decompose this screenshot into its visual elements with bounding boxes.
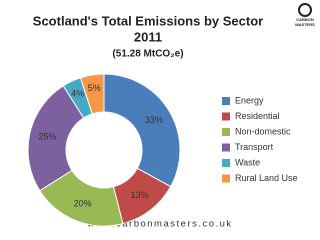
data-label: 33% [145, 115, 163, 125]
chart-title: Scotland's Total Emissions by Sector [33, 13, 263, 28]
data-label: 4% [71, 88, 84, 98]
legend-swatch [222, 112, 230, 121]
logo-text: MASTERS [295, 22, 315, 27]
legend-label: Residential [235, 111, 280, 121]
legend-label: Transport [235, 142, 274, 152]
chart-subtitle: (51.28 MtCO₂e) [112, 49, 183, 60]
legend-swatch [222, 174, 230, 183]
donut-segment [79, 73, 105, 115]
legend-swatch [222, 97, 230, 105]
legend-swatch [222, 128, 230, 136]
legend-label: Waste [235, 157, 260, 167]
footer: www.carbonmasters.co.uk [86, 219, 232, 230]
legend-swatch [222, 159, 230, 167]
data-label: 25% [38, 132, 56, 142]
data-label: 13% [131, 190, 149, 200]
data-label: 20% [74, 198, 92, 208]
logo-text: CARBON [296, 17, 314, 22]
legend-label: Rural Land Use [235, 173, 298, 183]
data-label: 5% [88, 83, 101, 93]
chart-title-line2: 2011 [134, 29, 162, 44]
legend-swatch [222, 143, 230, 152]
donut-segment [103, 73, 181, 188]
logo-icon [298, 3, 312, 17]
legend-label: Non-domestic [235, 126, 291, 136]
legend-label: Energy [235, 95, 264, 105]
donut-segment [27, 85, 85, 192]
